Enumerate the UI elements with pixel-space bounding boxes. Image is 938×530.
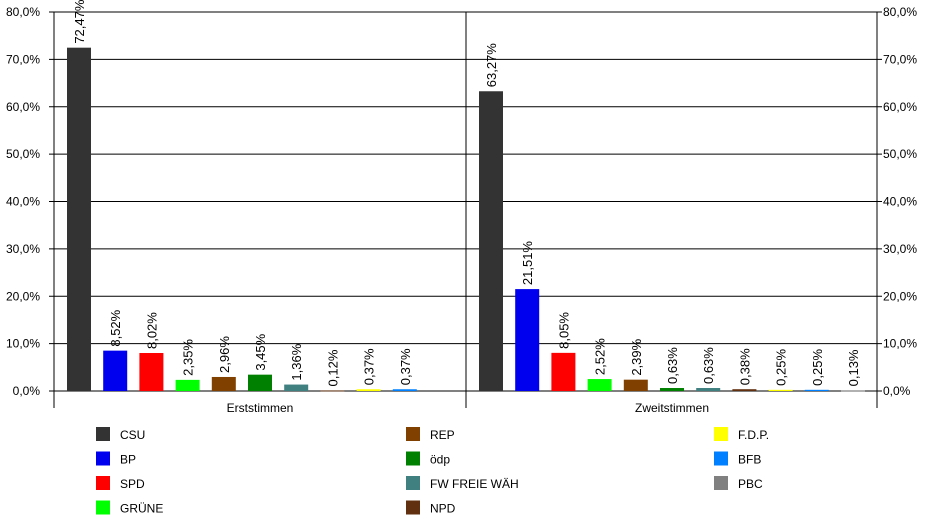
legend-label: BP [120,453,136,467]
bar [211,376,236,391]
data-labels: 72,47% 8,52% 8,02% 2,35% 2,96% 3,45% 1,36% 0,12… [72,0,861,386]
bar [732,389,757,391]
data-label: 63,27% [484,43,499,88]
data-label: 0,12% [325,349,340,386]
y-tick-label-right: 60,0% [883,100,917,114]
data-label: 8,52% [108,309,123,346]
legend-swatch [714,476,728,490]
data-label: 8,05% [556,312,571,349]
y-tick-label-right: 20,0% [883,289,917,303]
data-label: 1,36% [289,343,304,380]
y-tick-label-left: 50,0% [6,147,40,161]
bar [551,352,576,391]
bar [103,350,128,391]
y-tick-label-right: 30,0% [883,242,917,256]
data-label: 0,63% [665,347,680,384]
bar [284,384,309,391]
bar [479,91,503,392]
data-label: 0,38% [737,348,752,385]
legend-label: F.D.P. [738,428,769,442]
bar [623,379,648,391]
y-tick-label-right: 70,0% [883,52,917,66]
y-tick-label-left: 40,0% [6,195,40,209]
y-tick-label-right: 40,0% [883,195,917,209]
legend-swatch [96,451,110,466]
category-label: Zweitstimmen [635,401,709,415]
legend-label: SPD [120,477,145,491]
y-tick-label-left: 80,0% [6,5,40,19]
legend-label: FW FREIE WÄH [430,477,519,491]
y-tick-label-right: 0,0% [883,384,911,398]
bar [587,379,612,391]
legend-swatch [406,427,420,441]
bar [248,374,272,391]
y-tick-label-right: 10,0% [883,337,917,351]
legend-label: NPD [430,502,456,516]
legend: CSU BP SPD GRÜNE REP ödp FW FREIE WÄH NPD F.D.P.… [96,427,769,516]
bar [139,353,164,391]
legend-label: PBC [738,477,763,491]
legend-swatch [406,500,420,515]
legend-label: REP [430,428,455,442]
bar [841,390,865,392]
legend-swatch [96,500,110,515]
legend-swatch [406,476,420,490]
data-label: 0,25% [774,349,789,386]
legend-swatch [96,476,110,490]
y-tick-label-left: 20,0% [6,289,40,303]
y-tick-label-left: 0,0% [13,384,41,398]
legend-swatch [714,427,728,441]
y-tick-label-left: 10,0% [6,337,40,351]
y-tick-label-left: 70,0% [6,52,40,66]
axes: 0,0% 0,0% 10,0% 10,0% 20,0% 20,0% 30,0% 30,0% 40… [6,5,917,415]
legend-swatch [406,451,420,466]
bar [696,388,721,391]
legend-swatch [96,427,110,441]
data-label: 2,96% [217,336,232,373]
legend-swatch [714,451,728,466]
data-label: 21,51% [520,241,535,286]
data-label: 72,47% [72,0,87,44]
data-label: 0,63% [701,347,716,384]
data-label: 0,37% [362,348,377,385]
legend-label: CSU [120,428,145,442]
y-tick-label-left: 60,0% [6,100,40,114]
legend-label: ödp [430,453,450,467]
bar [515,289,540,391]
data-label: 2,39% [629,338,644,375]
bar [804,389,829,391]
legend-label: GRÜNE [120,502,163,516]
data-label: 8,02% [144,312,159,349]
data-label: 0,25% [810,349,825,386]
bar [392,389,417,391]
bar [356,389,381,391]
data-label: 2,52% [593,338,608,375]
legend-label: BFB [738,453,761,467]
bars [67,47,865,392]
data-label: 3,45% [253,333,268,370]
bar [768,389,793,391]
bar [175,379,200,391]
y-tick-label-right: 80,0% [883,5,917,19]
data-label: 2,35% [181,339,196,376]
bar [660,388,684,391]
data-label: 0,13% [846,349,861,386]
category-label: Erststimmen [227,401,294,415]
y-tick-label-right: 50,0% [883,147,917,161]
bar [320,390,345,392]
y-tick-label-left: 30,0% [6,242,40,256]
bar [67,47,91,392]
data-label: 0,37% [398,348,413,385]
